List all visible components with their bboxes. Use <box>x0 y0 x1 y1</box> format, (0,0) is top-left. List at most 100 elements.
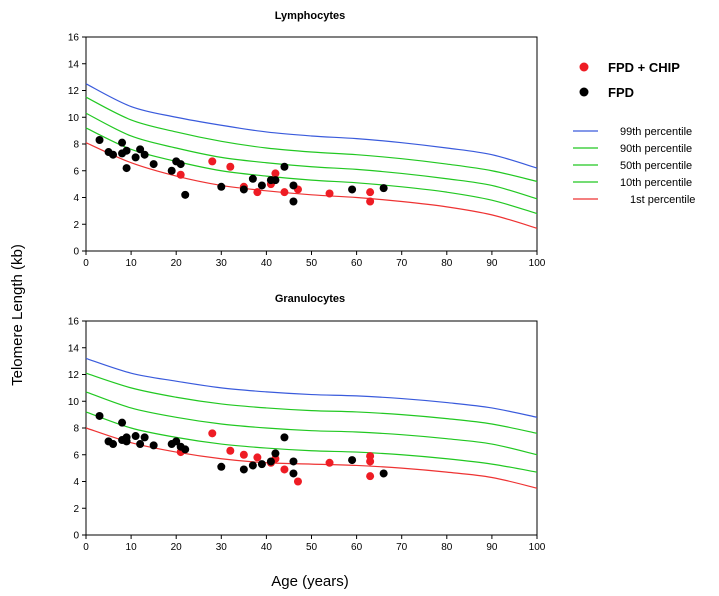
granulocytes-curve-99th-percentile <box>85 357 538 418</box>
lymphocytes-point-fpd-chip <box>226 162 235 171</box>
legend-marker-fpd <box>579 87 589 97</box>
granulocytes-point-fpd-chip <box>293 477 302 486</box>
lymphocytes-x-tick-label: 80 <box>441 258 453 269</box>
lymphocytes-y-tick-label: 0 <box>73 247 79 258</box>
granulocytes-point-fpd <box>266 457 275 466</box>
lymphocytes-point-fpd <box>176 160 185 169</box>
lymphocytes-panel: Lymphocytes 0 2 4 6 8 10 12 14 16 0 10 20 30 40 50 60 70… <box>68 10 546 269</box>
lymphocytes-x-tick-label: 0 <box>83 258 89 269</box>
granulocytes-y-tick-label: 12 <box>68 370 80 381</box>
lymphocytes-y-tick-label: 10 <box>68 113 80 124</box>
x-axis-title: Age (years) <box>271 573 349 590</box>
lymphocytes-point-fpd-chip <box>253 188 262 197</box>
granulocytes-curve-50th-percentile <box>85 391 538 456</box>
granulocytes-x-tick-label: 30 <box>216 542 228 553</box>
granulocytes-point-fpd <box>136 440 145 449</box>
granulocytes-point-fpd <box>289 457 298 466</box>
granulocytes-y-tick-label: 10 <box>68 397 80 408</box>
lymphocytes-point-fpd-chip <box>325 189 334 198</box>
lymphocytes-point-fpd <box>149 160 158 169</box>
lymphocytes-x-tick-label: 90 <box>486 258 498 269</box>
lymphocytes-x-tick-label: 30 <box>216 258 228 269</box>
granulocytes-point-fpd-chip <box>366 472 375 481</box>
granulocytes-x-tick-label: 90 <box>486 542 498 553</box>
granulocytes-panel: Granulocytes 0 2 4 6 8 10 12 14 16 0 10 20 30 40 50 60 7… <box>68 293 546 553</box>
lymphocytes-y-tick-label: 6 <box>73 166 79 177</box>
granulocytes-point-fpd <box>140 433 149 442</box>
granulocytes-y-tick-label: 4 <box>73 477 79 488</box>
granulocytes-x-tick-label: 100 <box>529 542 546 553</box>
granulocytes-point-fpd-chip <box>280 465 289 474</box>
lymphocytes-point-fpd <box>248 174 257 183</box>
granulocytes-point-fpd <box>149 441 158 450</box>
granulocytes-point-fpd-chip <box>253 453 262 462</box>
granulocytes-point-fpd <box>131 432 140 441</box>
lymphocytes-curve-50th-percentile <box>85 112 538 200</box>
lymphocytes-point-fpd <box>239 185 248 194</box>
lymphocytes-point-fpd <box>348 185 357 194</box>
y-axis-title: Telomere Length (kb) <box>9 244 26 386</box>
lymphocytes-point-fpd-chip <box>366 188 375 197</box>
granulocytes-point-fpd-chip <box>325 458 334 467</box>
lymphocytes-x-tick-label: 40 <box>261 258 273 269</box>
granulocytes-x-tick-label: 40 <box>261 542 273 553</box>
granulocytes-point-fpd <box>109 440 118 449</box>
granulocytes-x-tick-label: 50 <box>306 542 318 553</box>
granulocytes-point-fpd-chip <box>239 450 248 459</box>
granulocytes-point-fpd <box>257 460 266 469</box>
granulocytes-point-fpd <box>271 449 280 458</box>
lymphocytes-point-fpd <box>280 162 289 171</box>
granulocytes-title: Granulocytes <box>275 293 345 305</box>
legend-label-10th: 10th percentile <box>620 177 692 189</box>
lymphocytes-point-fpd <box>181 190 190 199</box>
granulocytes-y-tick-label: 6 <box>73 450 79 461</box>
granulocytes-point-fpd <box>348 456 357 465</box>
lymphocytes-curve-99th-percentile <box>85 83 538 169</box>
lymphocytes-point-fpd <box>289 181 298 190</box>
lymphocytes-curve-10th-percentile <box>85 127 538 215</box>
lymphocytes-y-tick-label: 14 <box>68 59 80 70</box>
legend-label-99th: 99th percentile <box>620 126 692 138</box>
granulocytes-point-fpd <box>289 469 298 478</box>
granulocytes-curve-10th-percentile <box>85 411 538 473</box>
lymphocytes-title: Lymphocytes <box>275 10 346 22</box>
lymphocytes-y-tick-label: 4 <box>73 193 79 204</box>
lymphocytes-x-tick-label: 10 <box>126 258 138 269</box>
lymphocytes-y-tick-label: 8 <box>73 140 79 151</box>
lymphocytes-x-tick-label: 50 <box>306 258 318 269</box>
granulocytes-x-tick-label: 80 <box>441 542 453 553</box>
granulocytes-curve-90th-percentile <box>85 372 538 434</box>
lymphocytes-point-fpd-chip <box>176 170 185 179</box>
lymphocytes-point-fpd <box>122 146 131 155</box>
lymphocytes-x-tick-label: 100 <box>529 258 546 269</box>
lymphocytes-curve-1st-percentile <box>85 142 538 229</box>
granulocytes-x-tick-label: 0 <box>83 542 89 553</box>
granulocytes-y-tick-label: 8 <box>73 424 79 435</box>
granulocytes-y-tick-label: 2 <box>73 504 79 515</box>
lymphocytes-x-tick-label: 60 <box>351 258 363 269</box>
granulocytes-point-fpd <box>118 418 127 427</box>
granulocytes-frame <box>85 320 538 536</box>
granulocytes-x-tick-label: 60 <box>351 542 363 553</box>
lymphocytes-point-fpd <box>118 138 127 147</box>
granulocytes-point-fpd <box>181 445 190 454</box>
granulocytes-curve-1st-percentile <box>85 427 538 489</box>
granulocytes-point-fpd-chip <box>226 446 235 455</box>
lymphocytes-point-fpd <box>131 153 140 162</box>
lymphocytes-point-fpd <box>289 197 298 206</box>
granulocytes-point-fpd <box>280 433 289 442</box>
granulocytes-point-fpd <box>122 437 131 446</box>
legend-label-fpd: FPD <box>608 85 634 100</box>
lymphocytes-point-fpd-chip <box>208 157 217 166</box>
granulocytes-point-fpd-chip <box>208 429 217 438</box>
lymphocytes-plot-area: 0 2 4 6 8 10 12 14 16 0 10 20 30 40 50 60 70 80 90 100 <box>68 33 546 270</box>
lymphocytes-curve-90th-percentile <box>85 96 538 183</box>
granulocytes-x-tick-label: 20 <box>171 542 183 553</box>
lymphocytes-y-tick-label: 2 <box>73 220 79 231</box>
lymphocytes-y-tick-label: 16 <box>68 33 80 44</box>
lymphocytes-point-fpd <box>217 182 226 191</box>
granulocytes-y-tick-label: 14 <box>68 343 80 354</box>
lymphocytes-point-fpd <box>122 164 131 173</box>
lymphocytes-point-fpd-chip <box>280 188 289 197</box>
